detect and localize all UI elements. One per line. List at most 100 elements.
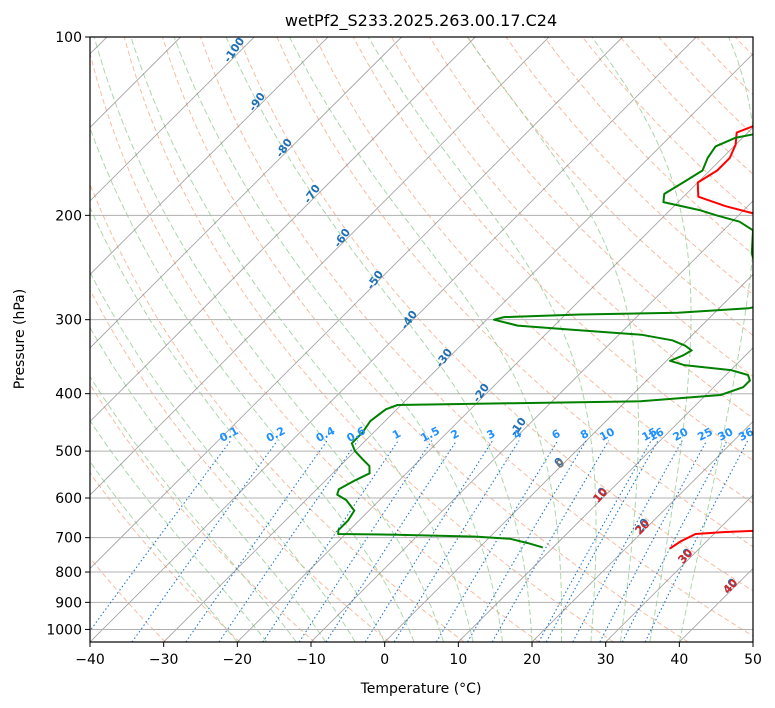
x-tick-label: 40 (670, 652, 688, 668)
mixing-ratio-label: 20 (671, 425, 691, 444)
moist-adiabat-line (90, 126, 415, 642)
mixing-ratio-label: 3 (485, 427, 498, 442)
background-lines (90, 37, 753, 642)
mixing-ratio-label: 16 (647, 425, 667, 444)
mixing-ratio-line (435, 440, 559, 642)
moist-adiabat-line (90, 206, 386, 642)
mixing-ratio-label: 8 (578, 427, 591, 442)
mixing-ratio-line (185, 440, 328, 642)
temperature-profile-line (669, 125, 753, 550)
moist-adiabat-line (591, 37, 692, 642)
mixing-ratio-line (545, 440, 659, 642)
dry-adiabat-line (238, 37, 753, 592)
mixing-ratio-line (364, 440, 494, 642)
mixing-ratio-line (298, 440, 433, 642)
isotherm-line (752, 641, 753, 642)
y-tick-label: 900 (55, 595, 82, 611)
y-tick-label: 200 (55, 208, 82, 224)
isotherm-line (90, 37, 550, 496)
dry-adiabat-line (391, 37, 753, 419)
series-layer (336, 125, 753, 550)
isotherm-line (679, 567, 753, 642)
x-tick-label: 50 (744, 652, 762, 668)
y-tick-label: 800 (55, 565, 82, 581)
moist-adiabat-line (90, 375, 297, 642)
mixing-ratio-label: 0.4 (314, 424, 338, 445)
x-tick-label: 10 (449, 652, 467, 668)
isotherm-line (163, 53, 753, 642)
dry-adiabat-label: -10 (507, 415, 529, 439)
isotherm-line (90, 37, 623, 570)
moist-adiabat-line (367, 37, 597, 642)
mixing-ratio-label: 15 (640, 425, 660, 444)
isotherm-line (90, 37, 255, 202)
x-axis-ticks: −40 −30 −20 −10 0 10 20 30 40 50 (75, 642, 762, 668)
dry-adiabat-label: -70 (301, 182, 323, 206)
dry-adiabat-label: -20 (470, 381, 492, 405)
plot-frame (89, 36, 754, 643)
dry-adiabat-line (90, 383, 316, 642)
dry-adiabat-label: -100 (221, 35, 248, 65)
isotherm-line (531, 420, 753, 642)
mixing-ratio-line (538, 440, 652, 642)
mixing-ratio-label: 36 (736, 425, 756, 444)
x-tick-label: −40 (75, 652, 105, 668)
dry-adiabat-line (429, 37, 753, 378)
dry-adiabat-line (314, 37, 753, 504)
x-tick-label: 0 (380, 652, 389, 668)
dry-adiabat-label: -50 (364, 268, 386, 292)
mixing-ratio-label: 0.1 (217, 424, 240, 445)
dry-adiabat-line (543, 37, 753, 255)
dry-adiabat-label: -60 (331, 226, 353, 250)
mixing-ratio-label: 30 (716, 425, 736, 444)
y-tick-label: 100 (55, 30, 82, 46)
mixing-ratio-label: 1 (390, 427, 403, 442)
x-tick-label: −30 (149, 652, 179, 668)
moist-adiabat-line (289, 37, 563, 642)
mixing-ratio-label: 2 (449, 427, 462, 442)
dry-adiabat-line (505, 37, 753, 296)
isotherm-line (90, 37, 329, 276)
moist-adiabat-label: 30 (676, 546, 696, 566)
dry-adiabat-line (467, 37, 753, 336)
moist-adiabat-line (173, 37, 503, 642)
isotherm-line (384, 273, 753, 642)
dry-adiabat-line (352, 37, 753, 462)
moist-adiabat-line (90, 271, 356, 642)
dry-adiabat-line (658, 37, 753, 136)
moist-adiabat-line (90, 419, 268, 642)
isotherm-line (90, 37, 697, 642)
moist-adiabat-line (225, 37, 533, 642)
dry-adiabat-line (276, 37, 753, 548)
dry-adiabat-label: -40 (398, 308, 420, 332)
mixing-ratio-label: 25 (695, 425, 715, 444)
moist-adiabat-line (93, 37, 445, 642)
x-tick-label: −10 (296, 652, 326, 668)
y-tick-label: 700 (55, 531, 82, 547)
isotherm-line (90, 37, 402, 349)
dry-adiabat-label: -30 (433, 346, 455, 370)
moist-adiabat-line (466, 37, 639, 642)
dry-adiabat-line (696, 37, 753, 96)
dry-adiabat-line (123, 37, 614, 642)
x-tick-label: 20 (523, 652, 541, 668)
dewpoint-profile-line (336, 133, 753, 549)
mixing-ratio-line (218, 440, 359, 642)
y-tick-label: 500 (55, 444, 82, 460)
moist-adiabat-line (130, 37, 474, 642)
dry-adiabat-line (90, 51, 540, 642)
moist-adiabat-line (90, 460, 238, 642)
mixing-ratio-line (467, 440, 587, 642)
mixing-ratio-line (262, 440, 399, 642)
moist-adiabat-line (678, 37, 753, 642)
mixing-ratio-line (491, 440, 610, 642)
isotherm-line (310, 200, 753, 642)
x-tick-label: 30 (597, 652, 615, 668)
mixing-ratio-line (325, 440, 458, 642)
moist-adiabat-label: 40 (721, 576, 741, 596)
mixing-ratio-line (644, 440, 749, 642)
moist-adiabat-label: 20 (633, 517, 653, 537)
moist-adiabat-line (90, 326, 327, 642)
y-axis-ticks: 100 200 300 400 500 600 700 800 900 1000 (46, 30, 90, 638)
